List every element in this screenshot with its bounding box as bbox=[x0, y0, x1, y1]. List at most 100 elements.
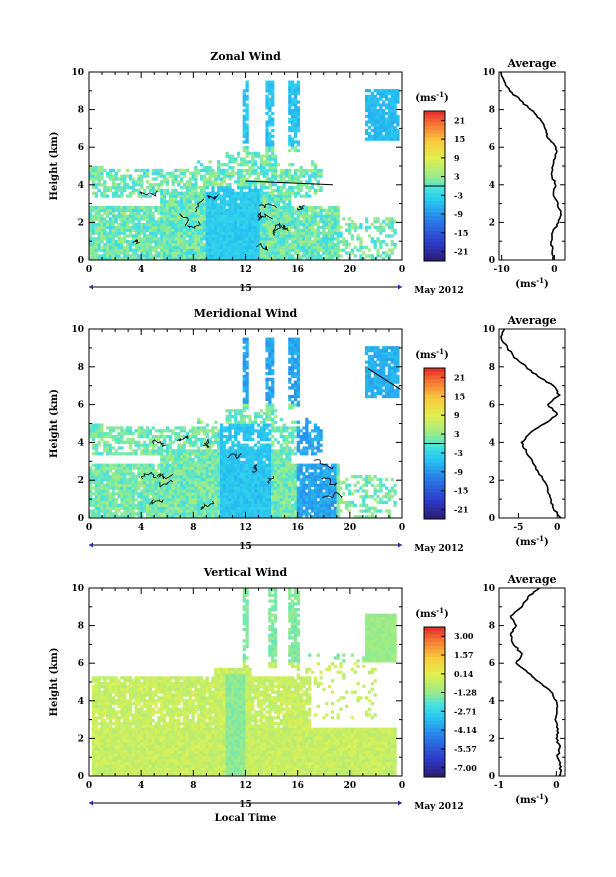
heatmap-cell bbox=[211, 243, 214, 246]
heatmap-cell bbox=[291, 189, 294, 192]
heatmap-cell bbox=[200, 492, 203, 495]
heatmap-cell bbox=[129, 469, 132, 472]
heatmap-cell bbox=[214, 487, 217, 490]
heatmap-cell bbox=[356, 249, 359, 252]
heatmap-cell bbox=[317, 249, 320, 252]
heatmap-cell bbox=[263, 418, 266, 421]
heatmap-cell bbox=[342, 240, 345, 243]
heatmap-cell bbox=[203, 243, 206, 246]
heatmap-cell bbox=[211, 226, 214, 229]
heatmap-cell bbox=[112, 501, 115, 504]
heatmap-cell bbox=[209, 177, 212, 180]
heatmap-cell bbox=[391, 115, 394, 118]
heatmap-cell bbox=[319, 246, 322, 249]
heatmap-cell bbox=[197, 234, 200, 237]
average-y-tick-label: 4 bbox=[489, 181, 495, 191]
heatmap-cell bbox=[154, 177, 157, 180]
heatmap-cell bbox=[291, 226, 294, 229]
heatmap-cell bbox=[243, 398, 246, 401]
heatmap-cell bbox=[123, 478, 126, 481]
heatmap-cell bbox=[109, 220, 112, 223]
heatmap-cell bbox=[223, 180, 226, 183]
heatmap-cell bbox=[223, 249, 226, 252]
heatmap-cell bbox=[294, 240, 297, 243]
heatmap-cell bbox=[376, 251, 379, 254]
heatmap-cell bbox=[334, 237, 337, 240]
heatmap-cell bbox=[234, 246, 237, 249]
heatmap-cell bbox=[234, 504, 237, 507]
heatmap-cell bbox=[280, 234, 283, 237]
heatmap-cell bbox=[265, 378, 268, 381]
heatmap-cell bbox=[191, 426, 194, 429]
heatmap-cell bbox=[109, 254, 112, 257]
heatmap-cell bbox=[100, 469, 103, 472]
heatmap-cell bbox=[186, 489, 189, 492]
heatmap-cell bbox=[174, 478, 177, 481]
heatmap-cell bbox=[135, 504, 138, 507]
heatmap-cell bbox=[291, 249, 294, 252]
heatmap-cell bbox=[115, 175, 118, 178]
heatmap-cell bbox=[263, 504, 266, 507]
heatmap-cell bbox=[393, 129, 396, 132]
heatmap-cell bbox=[288, 209, 291, 212]
heatmap-cell bbox=[112, 475, 115, 478]
heatmap-cell bbox=[140, 498, 143, 501]
heatmap-cell bbox=[379, 135, 382, 138]
heatmap-cell bbox=[126, 186, 129, 189]
heatmap-cell bbox=[92, 438, 95, 441]
heatmap-cell bbox=[291, 146, 294, 149]
heatmap-cell bbox=[160, 226, 163, 229]
heatmap-cell bbox=[194, 472, 197, 475]
heatmap-cell bbox=[228, 507, 231, 510]
heatmap-cell bbox=[257, 229, 260, 232]
heatmap-cell bbox=[166, 217, 169, 220]
heatmap-cell bbox=[288, 112, 291, 115]
heatmap-cell bbox=[217, 192, 220, 195]
y-tick-label: 4 bbox=[78, 181, 84, 191]
heatmap-cell bbox=[209, 232, 212, 235]
heatmap-cell bbox=[342, 249, 345, 252]
heatmap-cell bbox=[197, 495, 200, 498]
heatmap-cell bbox=[112, 484, 115, 487]
heatmap-cell bbox=[248, 166, 251, 169]
heatmap-cell bbox=[246, 446, 249, 449]
heatmap-cell bbox=[120, 469, 123, 472]
heatmap-cell bbox=[305, 212, 308, 215]
heatmap-cell bbox=[226, 415, 229, 418]
heatmap-cell bbox=[328, 249, 331, 252]
heatmap-cell bbox=[368, 100, 371, 103]
heatmap-cell bbox=[197, 509, 200, 512]
heatmap-cell bbox=[109, 217, 112, 220]
heatmap-cell bbox=[291, 246, 294, 249]
heatmap-cell bbox=[226, 251, 229, 254]
heatmap-cell bbox=[396, 100, 399, 103]
heatmap-cell bbox=[260, 438, 263, 441]
heatmap-cell bbox=[143, 441, 146, 444]
heatmap-cell bbox=[126, 466, 129, 469]
heatmap-cell bbox=[220, 214, 223, 217]
heatmap-cell bbox=[149, 226, 152, 229]
heatmap-cell bbox=[137, 254, 140, 257]
heatmap-cell bbox=[209, 478, 212, 481]
heatmap-cell bbox=[112, 426, 115, 429]
heatmap-cell bbox=[282, 183, 285, 186]
heatmap-cell bbox=[243, 214, 246, 217]
heatmap-cell bbox=[237, 512, 240, 515]
heatmap-cell bbox=[337, 229, 340, 232]
heatmap-cell bbox=[351, 249, 354, 252]
heatmap-cell bbox=[294, 243, 297, 246]
heatmap-cell bbox=[234, 466, 237, 469]
heatmap-cell bbox=[285, 246, 288, 249]
heatmap-cell bbox=[183, 200, 186, 203]
heatmap-cell bbox=[240, 172, 243, 175]
heatmap-cell bbox=[203, 209, 206, 212]
heatmap-cell bbox=[246, 372, 249, 375]
heatmap-cell bbox=[265, 251, 268, 254]
heatmap-cell bbox=[137, 509, 140, 512]
heatmap-cell bbox=[243, 481, 246, 484]
heatmap-cell bbox=[240, 203, 243, 206]
heatmap-cell bbox=[294, 109, 297, 112]
heatmap-cell bbox=[391, 118, 394, 121]
heatmap-cell bbox=[169, 251, 172, 254]
